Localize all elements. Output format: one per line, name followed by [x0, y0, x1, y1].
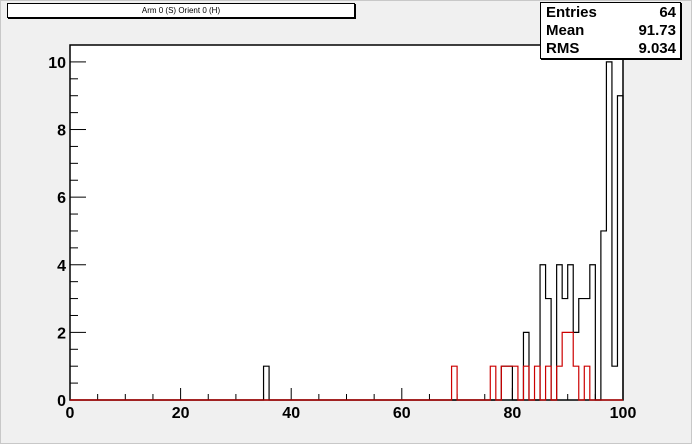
- stats-value: 9.034: [638, 40, 676, 57]
- x-tick-label: 0: [66, 405, 75, 422]
- y-tick-label: 0: [57, 393, 66, 410]
- stats-row-entries: Entries 64: [541, 4, 680, 21]
- stats-value: 91.73: [638, 22, 676, 39]
- plot-frame: [69, 44, 624, 401]
- stats-box: Entries 64 Mean 91.73 RMS 9.034: [540, 2, 681, 59]
- x-tick-label: 100: [610, 405, 637, 422]
- stats-label: Mean: [546, 22, 585, 39]
- x-tick-label: 80: [504, 405, 522, 422]
- x-tick-label: 60: [393, 405, 411, 422]
- y-tick-label: 4: [57, 258, 66, 275]
- stats-row-rms: RMS 9.034: [541, 40, 680, 57]
- stats-value: 64: [659, 4, 676, 21]
- stats-label: RMS: [546, 40, 580, 57]
- y-tick-label: 6: [57, 190, 66, 207]
- stats-label: Entries: [546, 4, 597, 21]
- y-tick-label: 2: [57, 325, 66, 342]
- stats-row-mean: Mean 91.73: [541, 22, 680, 39]
- y-tick-label: 8: [57, 123, 66, 140]
- x-tick-label: 40: [282, 405, 300, 422]
- y-tick-label: 10: [48, 55, 66, 72]
- x-tick-label: 20: [172, 405, 190, 422]
- histogram-series-1: [70, 331, 623, 401]
- histogram-title: Arm 0 (S) Orient 0 (H): [7, 3, 355, 18]
